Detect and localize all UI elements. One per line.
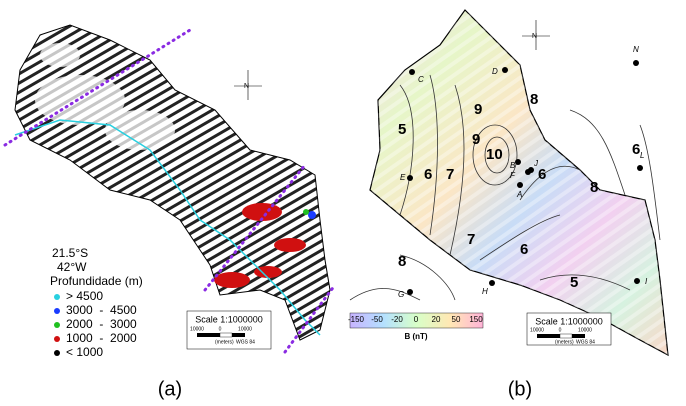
scale-bar	[560, 334, 572, 338]
contour-label: 6	[424, 166, 432, 183]
contour-label: 7	[446, 166, 454, 183]
scale-tick: 0	[559, 327, 562, 333]
colorbar-tick: -50	[371, 315, 383, 324]
contour-label: 8	[590, 179, 598, 196]
scale-label: Scale 1:1000000	[195, 314, 263, 324]
datum: WGS 84	[236, 339, 255, 345]
north-label: N	[244, 83, 249, 90]
legend-title: Profundidade (m)	[50, 274, 143, 288]
station-label: E	[400, 173, 406, 182]
legend-label: 1000 - 2000	[66, 331, 137, 345]
contour-label: 8	[530, 91, 538, 108]
legend-swatch	[54, 294, 60, 300]
scale-tick: 10000	[238, 326, 252, 332]
legend-label: > 4500	[66, 289, 103, 303]
legend-swatch	[54, 350, 60, 356]
scale-tick: 10000	[190, 326, 204, 332]
caption: (b)	[508, 378, 532, 400]
scale-label: Scale 1:1000000	[535, 316, 603, 326]
legend-swatch	[54, 336, 60, 342]
legend-swatch	[54, 322, 60, 328]
legend-label: 2000 - 3000	[66, 317, 137, 331]
scale-bar	[220, 333, 232, 337]
legend-label: < 1000	[66, 345, 103, 359]
legend-swatch	[54, 308, 60, 314]
depth-2000-3000	[303, 209, 309, 215]
colorbar-tick: 50	[452, 315, 461, 324]
north-label: N	[532, 33, 537, 40]
contour-label: 6	[538, 166, 546, 183]
station-label: G	[398, 290, 404, 299]
figure: N 21.5°S 42°W Profundidade (m) > 4500 30…	[0, 0, 686, 406]
scale-tick: 10000	[578, 327, 592, 333]
datum: WGS 84	[576, 339, 595, 345]
station-label: N	[633, 45, 639, 54]
contour-label: 5	[398, 121, 406, 138]
longitude-label: 42°W	[57, 260, 87, 274]
panel-b: 5 6 7 9 10 8 6 6 8 7 6 5 8 9 C D N E B F…	[348, 10, 668, 400]
contour-label: 9	[472, 131, 480, 148]
station-label: A	[516, 190, 522, 199]
caption: (a)	[158, 378, 182, 400]
scale-tick: 0	[219, 326, 222, 332]
legend-label: 3000 - 4500	[66, 303, 137, 317]
scale-units: (meters)	[215, 339, 234, 345]
latitude-label: 21.5°S	[52, 246, 88, 260]
depth-3000-4500	[308, 211, 316, 219]
colorbar-tick: -20	[391, 315, 403, 324]
colorbar-label: B (nT)	[404, 332, 427, 341]
colorbar-tick: 20	[432, 315, 441, 324]
scale-tick: 10000	[530, 327, 544, 333]
station-label: D	[492, 67, 498, 76]
contour-label: 9	[474, 101, 482, 118]
scale-units: (meters)	[555, 339, 574, 345]
panel-a: N 21.5°S 42°W Profundidade (m) > 4500 30…	[5, 25, 335, 400]
contour-label: 10	[486, 146, 503, 163]
contour-label: 8	[398, 253, 406, 270]
contour-label: 7	[467, 231, 475, 248]
station-label: C	[418, 75, 424, 84]
colorbar-tick: -150	[348, 315, 365, 324]
contour-label: 5	[570, 274, 578, 291]
station-label: H	[482, 287, 488, 296]
colorbar-tick: 0	[414, 315, 419, 324]
colorbar-tick: 150	[469, 315, 483, 324]
station-label: L	[640, 151, 644, 160]
contour-label: 6	[520, 241, 528, 258]
station-label: B	[510, 161, 516, 170]
